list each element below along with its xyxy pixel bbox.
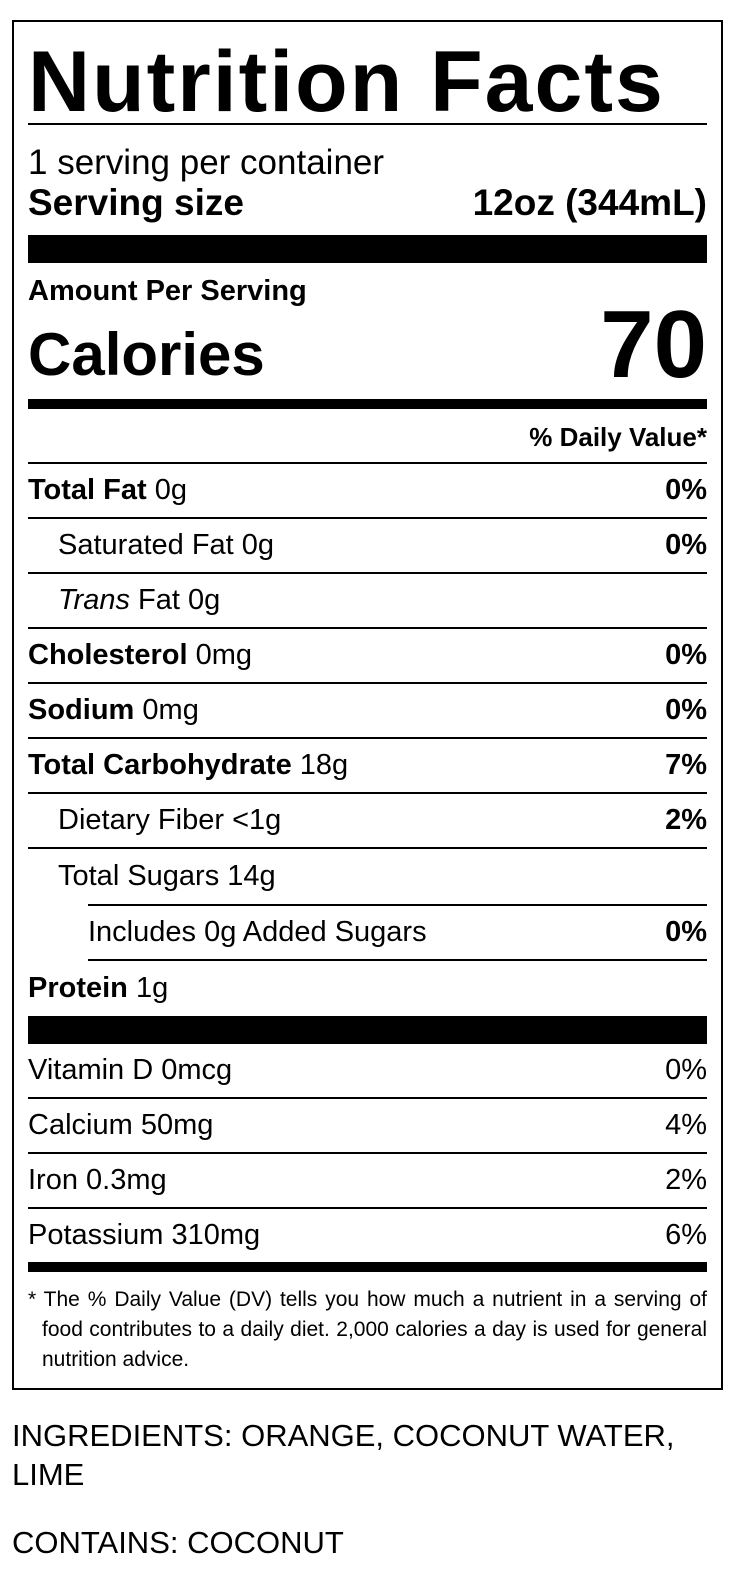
vitamin-row: Potassium 310mg 6% [28, 1209, 707, 1262]
vitamin-dv: 2% [665, 1164, 707, 1196]
vitamin-row: Calcium 50mg 4% [28, 1099, 707, 1154]
rule [28, 399, 707, 409]
vitamin-amount: 50mg [140, 1109, 214, 1141]
vitamin-amount: 0.3mg [86, 1164, 167, 1196]
nutrient-amount: 0mg [142, 694, 199, 726]
nutrient-amount: <1g [232, 804, 282, 836]
nutrient-name-prefix: Trans [58, 584, 130, 616]
serving-size: Serving size 12oz (344mL) [28, 183, 707, 223]
vitamin-name: Potassium [28, 1219, 164, 1251]
nutrient-dv: 0% [665, 694, 707, 726]
servings: 1 serving per container [28, 143, 385, 182]
vitamin-name: Iron [28, 1164, 78, 1196]
nutrient-dv: 0% [665, 639, 707, 671]
nutrient-name: Total Sugars [58, 860, 220, 892]
daily-value-header: % Daily Value* [28, 409, 707, 464]
vitamin-dv: 0% [665, 1054, 707, 1086]
nutrient-dv: 7% [665, 749, 707, 781]
vitamin-name: Vitamin D [28, 1054, 154, 1086]
nutrient-row: Total Sugars 14g [28, 849, 707, 904]
rule [28, 235, 707, 263]
nutrient-dv: 0% [665, 916, 707, 948]
calories-value: 70 [600, 291, 707, 398]
calories: Calories 70 [28, 297, 707, 393]
nutrient-row: Total Fat 0g 0% [28, 464, 707, 519]
serving-size-value: 12oz (344mL) [472, 182, 707, 223]
ingredients: INGREDIENTS: ORANGE, COCONUT WATER, LIME [12, 1418, 675, 1492]
nutrient-name: Total Fat [28, 474, 147, 506]
rule [28, 1262, 707, 1272]
nutrient-amount: 0g [154, 474, 188, 506]
vitamin-amount: 0mcg [161, 1054, 233, 1086]
nutrient-name: Saturated Fat [58, 529, 234, 561]
nutrient-dv: 0% [665, 474, 707, 506]
nutrient-amount: 14g [227, 860, 276, 892]
nutrient-row: Protein 1g [28, 961, 707, 1016]
nutrient-row: Cholesterol 0mg 0% [28, 629, 707, 684]
rule [28, 123, 707, 125]
vitamin-dv: 4% [665, 1109, 707, 1141]
nutrient-name: Sodium [28, 694, 135, 726]
contains: CONTAINS: COCONUT [12, 1525, 344, 1560]
nutrient-row: Dietary Fiber <1g 2% [28, 794, 707, 849]
nutrient-name: Total Carbohydrate [28, 749, 292, 781]
vitamin-amount: 310mg [171, 1219, 261, 1251]
nutrition-label: Nutrition Facts 1 serving per container … [12, 20, 723, 1390]
nutrient-name: Protein [28, 972, 128, 1004]
calories-label: Calories [28, 321, 265, 388]
amount-per-serving: Amount Per Serving [28, 275, 307, 307]
vitamin-dv: 6% [665, 1219, 707, 1251]
nutrient-amount: 0g [241, 529, 275, 561]
nutrient-amount: 0g [188, 584, 221, 616]
vitamin-row: Iron 0.3mg 2% [28, 1154, 707, 1209]
nutrient-dv: 0% [665, 529, 707, 561]
footnote: * The % Daily Value (DV) tells you how m… [28, 1288, 707, 1371]
nutrient-name: Cholesterol [28, 639, 188, 671]
nutrient-row: Trans Fat 0g [28, 574, 707, 629]
title: Nutrition Facts [28, 34, 665, 130]
nutrient-name: Fat [138, 584, 180, 616]
nutrient-row: Includes 0g Added Sugars 0% [88, 904, 707, 961]
vitamin-row: Vitamin D 0mcg 0% [28, 1044, 707, 1099]
nutrient-row: Total Carbohydrate 18g 7% [28, 739, 707, 794]
nutrient-amount: 1g [135, 972, 169, 1004]
nutrient-dv: 2% [665, 804, 707, 836]
nutrient-name: Includes 0g Added Sugars [88, 916, 427, 948]
nutrient-amount: 18g [299, 749, 349, 781]
nutrient-row: Sodium 0mg 0% [28, 684, 707, 739]
serving-size-label: Serving size [28, 182, 244, 223]
nutrient-amount: 0mg [195, 639, 253, 671]
nutrient-row: Saturated Fat 0g 0% [28, 519, 707, 574]
vitamin-name: Calcium [28, 1109, 133, 1141]
nutrient-name: Dietary Fiber [58, 804, 224, 836]
rule [28, 1016, 707, 1044]
